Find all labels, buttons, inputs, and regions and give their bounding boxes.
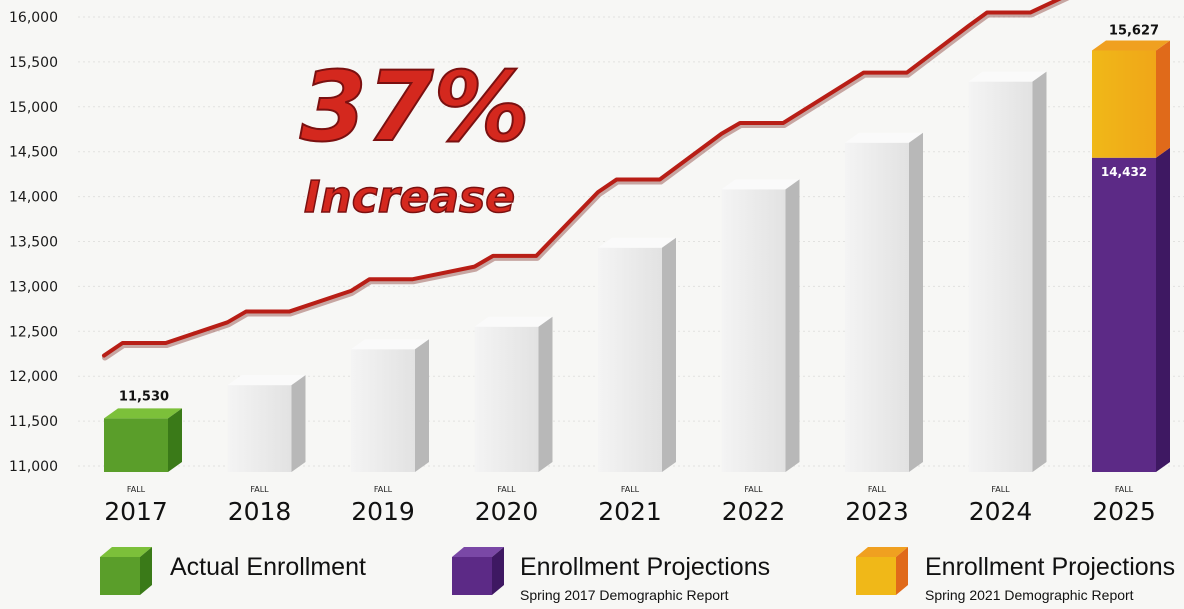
bar-side xyxy=(662,237,676,472)
x-tick-label: 2017 xyxy=(104,497,168,526)
x-tick-label: 2020 xyxy=(475,497,539,526)
x-tick-label: 2018 xyxy=(228,497,292,526)
bar-front xyxy=(968,81,1033,472)
bar-top xyxy=(104,408,182,419)
bar-segment-purple-side xyxy=(1156,147,1170,472)
green-cube-icon xyxy=(100,547,152,595)
y-tick-label: 14,500 xyxy=(9,145,58,161)
y-tick-label: 12,000 xyxy=(9,369,58,385)
y-tick-label: 15,500 xyxy=(9,55,58,71)
yellow-cube-icon xyxy=(856,547,908,595)
bar-side xyxy=(909,132,923,472)
x-tick-label: 2019 xyxy=(351,497,415,526)
y-tick-label: 13,000 xyxy=(9,279,58,295)
bar-projection-2019 xyxy=(351,339,429,472)
bar-front xyxy=(227,385,292,472)
bar-top xyxy=(721,179,800,190)
x-tick-prefix: FALL xyxy=(744,485,763,494)
bar-side xyxy=(291,375,306,472)
x-tick-prefix: FALL xyxy=(1115,485,1134,494)
bar-front xyxy=(104,418,168,472)
trend-line-group xyxy=(102,0,1070,361)
x-tick-prefix: FALL xyxy=(868,485,887,494)
y-tick-label: 14,000 xyxy=(9,190,58,206)
headline-group: 37% Increase xyxy=(299,50,531,224)
legend-item-projection-2021: Enrollment Projections Spring 2021 Demog… xyxy=(856,547,1175,603)
headline-word: Increase xyxy=(304,172,515,223)
y-tick-label: 11,500 xyxy=(9,414,58,430)
bar-segment-yellow-top xyxy=(1092,40,1170,51)
bar-side xyxy=(538,316,553,472)
bar-segment-yellow-side xyxy=(1156,40,1170,158)
bar-top xyxy=(845,132,923,143)
bar-front xyxy=(598,247,662,472)
y-tick-label: 15,000 xyxy=(9,100,58,116)
trend-line xyxy=(102,0,1062,358)
legend-subtitle-projection-2021: Spring 2021 Demographic Report xyxy=(925,587,1134,603)
bar-projection-2022 xyxy=(721,179,800,472)
value-label-purple: 14,432 xyxy=(1101,165,1147,179)
y-tick-label: 13,500 xyxy=(9,235,58,251)
bar-top xyxy=(351,339,429,350)
y-tick-label: 11,000 xyxy=(9,459,58,475)
bar-projection-2021 xyxy=(598,237,676,472)
bar-stacked-2025 xyxy=(1092,40,1170,472)
y-tick-label: 16,000 xyxy=(9,10,58,26)
headline-percent: 37% xyxy=(300,51,530,163)
bar-top xyxy=(968,71,1047,82)
bar-actual-2017 xyxy=(104,408,182,472)
x-tick-prefix: FALL xyxy=(991,485,1010,494)
bar-side xyxy=(1032,71,1047,472)
bar-side xyxy=(785,179,800,472)
bar-front xyxy=(845,142,909,472)
bar-projection-2020 xyxy=(474,316,553,472)
value-label-total: 15,627 xyxy=(1109,23,1159,38)
x-tick-label: 2025 xyxy=(1092,497,1156,526)
bar-top xyxy=(474,316,553,327)
bar-top xyxy=(598,237,676,248)
legend-subtitle-projection-2017: Spring 2017 Demographic Report xyxy=(520,587,729,603)
legend-item-actual: Actual Enrollment xyxy=(100,547,366,595)
bars: 11,530 15,627 14,432 xyxy=(104,23,1170,472)
legend-item-projection-2017: Enrollment Projections Spring 2017 Demog… xyxy=(452,547,770,603)
bar-projection-2018 xyxy=(227,375,306,472)
bar-top xyxy=(227,375,306,386)
bar-front xyxy=(721,189,786,472)
bar-front xyxy=(351,349,415,472)
x-tick-prefix: FALL xyxy=(250,485,269,494)
y-tick-label: 12,500 xyxy=(9,324,58,340)
bar-segment-purple xyxy=(1092,157,1156,472)
legend-title-actual: Actual Enrollment xyxy=(170,553,366,581)
legend-title-projection-2017: Enrollment Projections xyxy=(520,553,770,581)
bar-side xyxy=(415,339,429,472)
bar-front xyxy=(474,326,539,472)
legend: Actual Enrollment Enrollment Projections… xyxy=(100,547,1175,603)
bar-projection-2024 xyxy=(968,71,1047,472)
x-tick-label: 2023 xyxy=(845,497,909,526)
x-tick-label: 2024 xyxy=(969,497,1033,526)
bar-projection-2023 xyxy=(845,132,923,472)
x-tick-prefix: FALL xyxy=(621,485,640,494)
purple-cube-icon xyxy=(452,547,504,595)
bar-side xyxy=(168,408,182,472)
x-axis: FALL 2017 FALL 2018 FALL 2019 FALL 2020 FALL 2021… xyxy=(104,485,1156,526)
x-tick-label: 2022 xyxy=(722,497,786,526)
x-tick-label: 2021 xyxy=(598,497,662,526)
value-label: 11,530 xyxy=(119,389,169,404)
bar-segment-yellow xyxy=(1092,50,1156,158)
y-axis: 11,000 11,500 12,000 12,500 13,000 13,500 14,0… xyxy=(9,10,58,475)
x-tick-prefix: FALL xyxy=(127,485,146,494)
legend-title-projection-2021: Enrollment Projections xyxy=(925,553,1175,581)
x-tick-prefix: FALL xyxy=(374,485,393,494)
x-tick-prefix: FALL xyxy=(497,485,516,494)
